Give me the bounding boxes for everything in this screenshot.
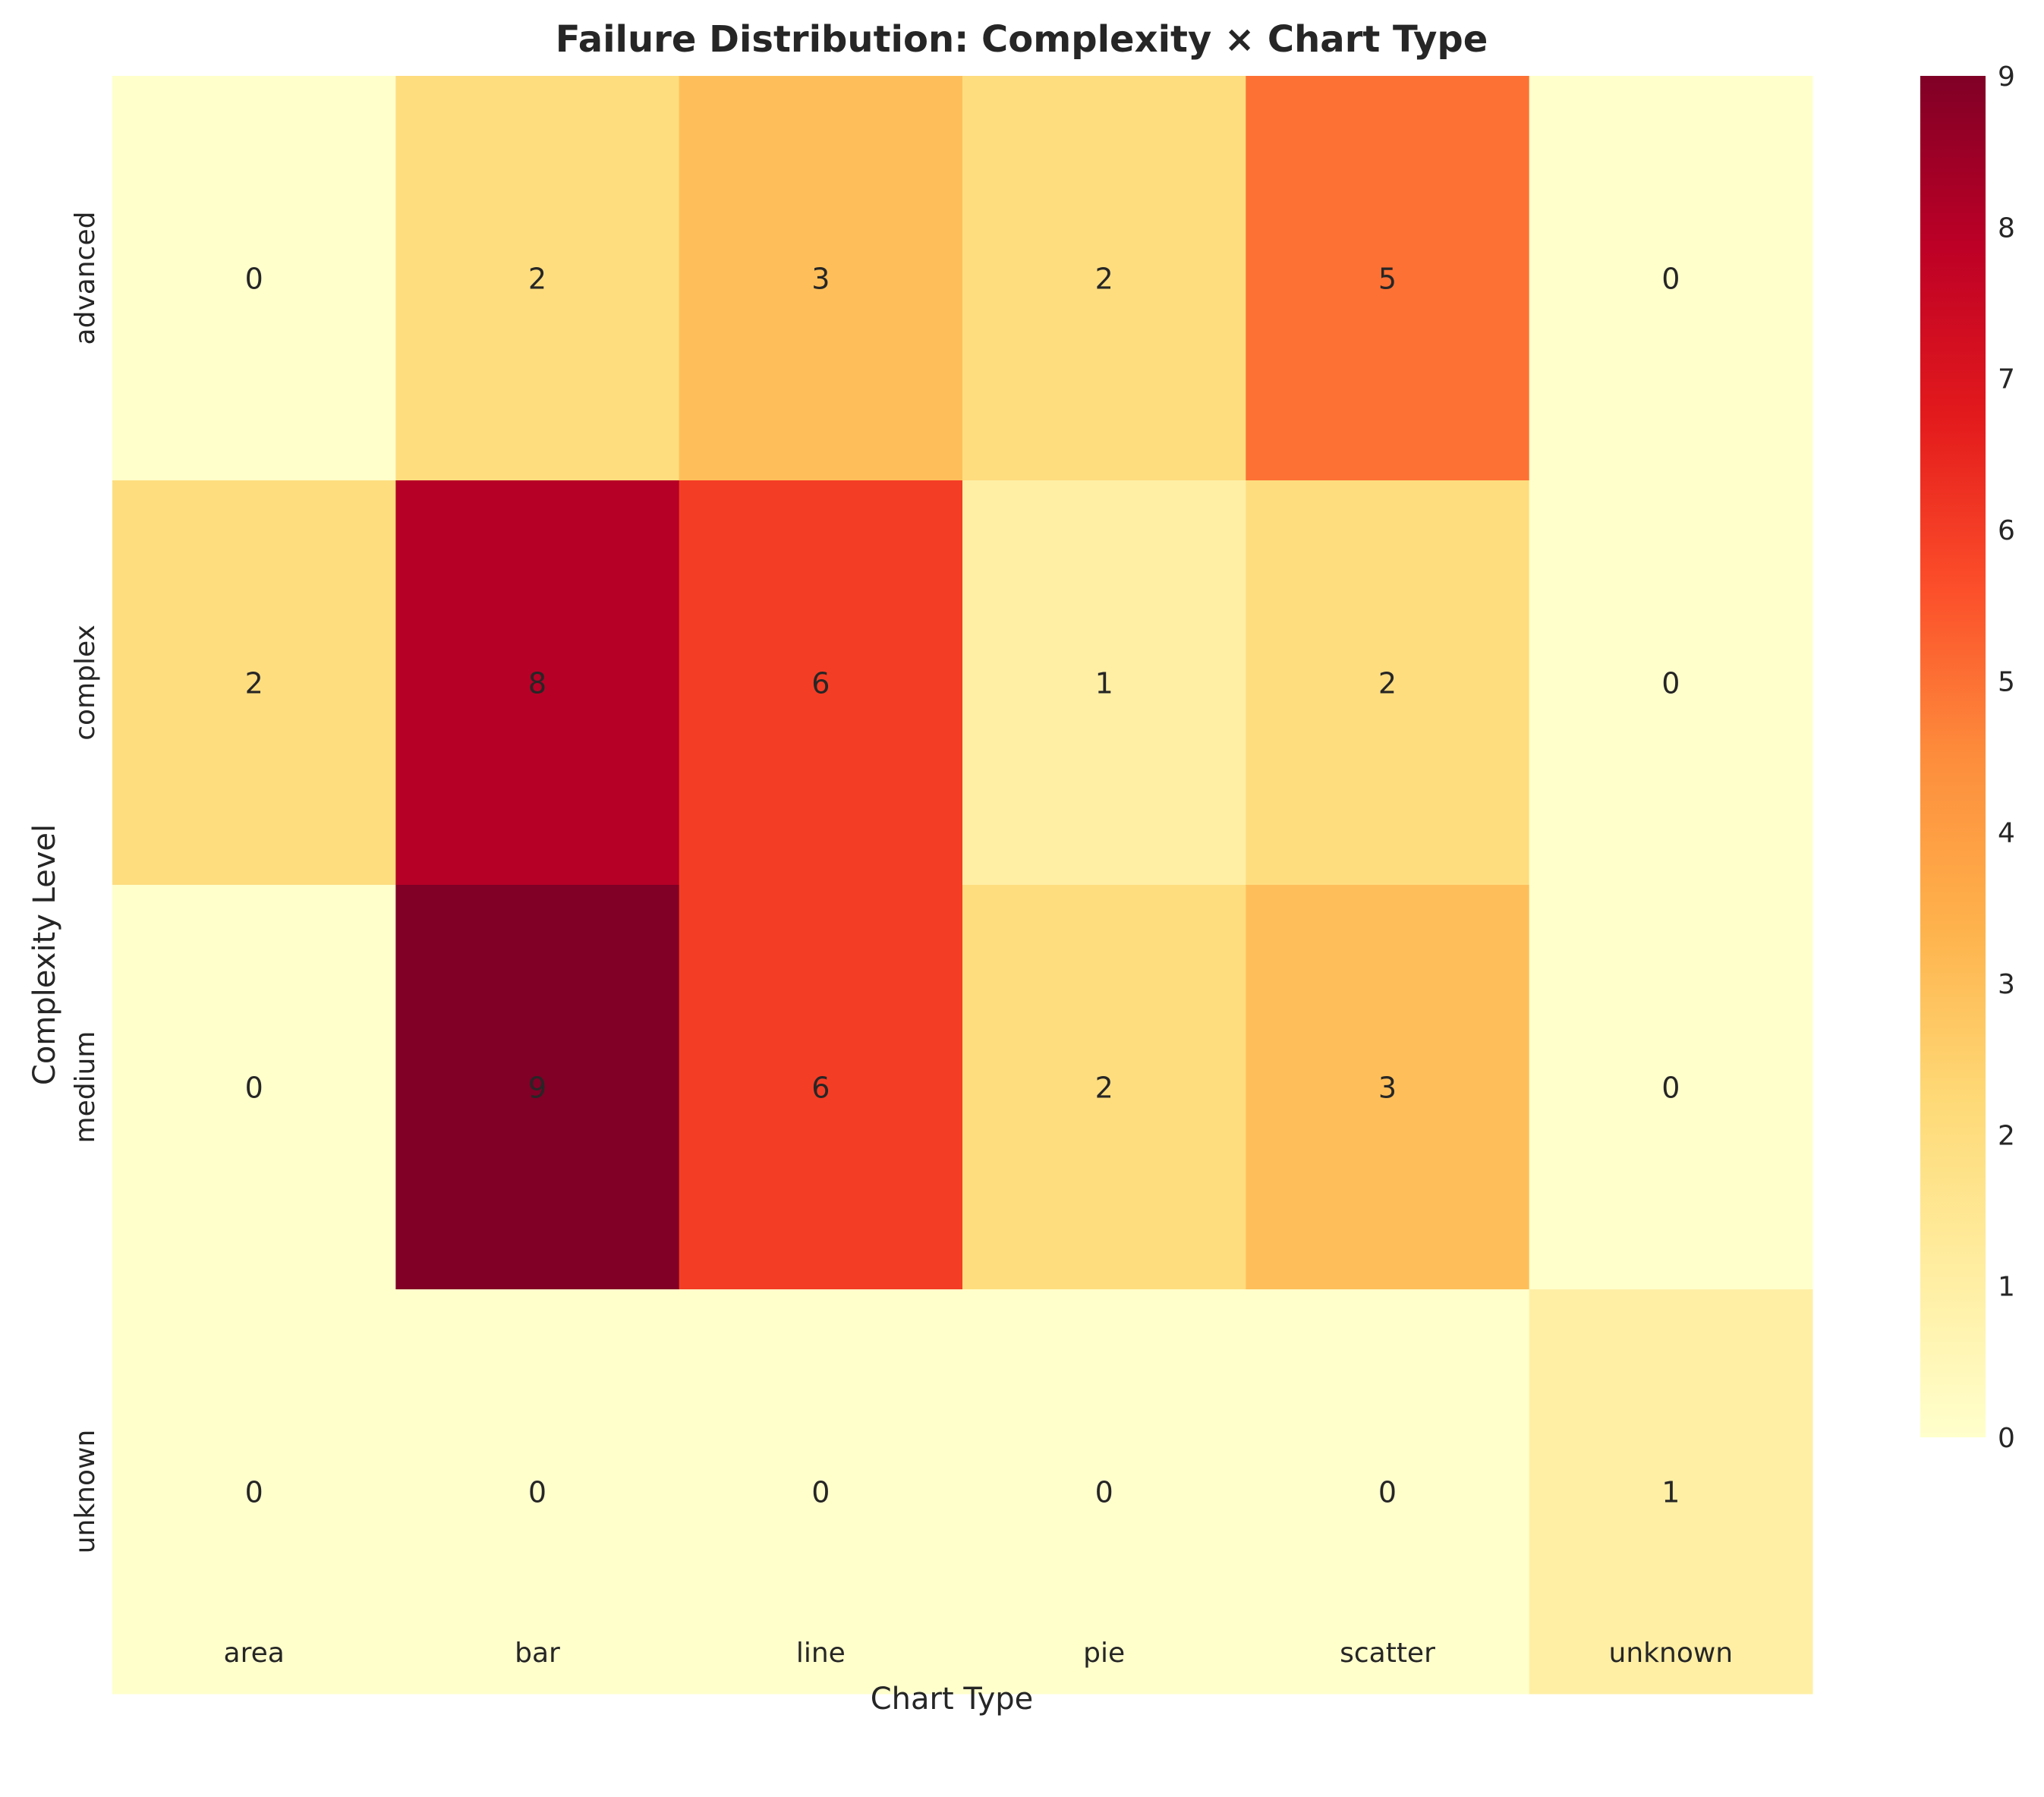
cell-value-label: 9 [528, 1072, 546, 1105]
colorbar-tick-label: 1 [1998, 1272, 2015, 1303]
heatmap-cell [395, 76, 680, 481]
heatmap-cell [395, 885, 680, 1290]
cell-value-label: 0 [528, 1476, 546, 1509]
cell-value-label: 2 [528, 263, 546, 296]
heatmap-cell [962, 480, 1246, 886]
cell-value-label: 0 [1378, 1476, 1397, 1509]
x-tick-label: unknown [1609, 1638, 1734, 1669]
heatmap-cell [1529, 1289, 1813, 1695]
y-tick-label: unknown [70, 1430, 101, 1554]
cell-value-label: 2 [245, 667, 263, 700]
y-axis-tick-labels: advanced complex medium unknown [70, 212, 101, 1554]
x-tick-label: area [224, 1638, 285, 1669]
x-tick-label: line [796, 1638, 846, 1669]
heatmap-cell [112, 480, 396, 886]
cell-value-label: 3 [1378, 1072, 1397, 1105]
colorbar-tick-label: 2 [1998, 1120, 2015, 1151]
heatmap-cell [1529, 885, 1813, 1290]
cell-value-label: 0 [245, 263, 263, 296]
colorbar-tick-labels: 0 1 2 3 4 5 6 7 8 9 [1998, 61, 2015, 1454]
colorbar [1920, 76, 1986, 1437]
cell-value-label: 1 [1661, 1476, 1680, 1509]
x-tick-label: bar [515, 1638, 560, 1669]
cell-value-label: 2 [1095, 1072, 1113, 1105]
heatmap-cell [1529, 76, 1813, 481]
heatmap-cell [962, 885, 1246, 1290]
cell-value-label: 0 [1661, 1072, 1680, 1105]
heatmap-cell [112, 1289, 396, 1695]
y-axis-label: Complexity Level [27, 824, 62, 1085]
colorbar-tick-label: 9 [1998, 61, 2015, 93]
heatmap-cell [112, 885, 396, 1290]
heatmap-cell [1246, 885, 1530, 1290]
y-tick-label: medium [70, 1031, 101, 1144]
cell-value-label: 8 [528, 667, 546, 700]
heatmap-cell [112, 76, 396, 481]
cell-value-label: 0 [1661, 263, 1680, 296]
x-tick-label: scatter [1340, 1638, 1435, 1669]
x-axis-tick-labels: area bar line pie scatter unknown [224, 1638, 1734, 1669]
cell-value-label: 1 [1095, 667, 1113, 700]
cell-value-label: 3 [811, 263, 830, 296]
cell-value-label: 0 [811, 1476, 830, 1509]
colorbar-tick-label: 3 [1998, 969, 2015, 1000]
heatmap-cell [679, 76, 963, 481]
heatmap-cells [112, 76, 1813, 1695]
heatmap-cell-labels: 0 2 3 2 5 0 2 8 6 1 2 0 0 9 6 2 3 0 0 0 0 0 0 1 [245, 263, 1680, 1509]
cell-value-label: 0 [245, 1476, 263, 1509]
heatmap-cell [395, 1289, 680, 1695]
x-tick-label: pie [1083, 1638, 1125, 1669]
heatmap-cell [1246, 480, 1530, 886]
colorbar-tick-label: 0 [1998, 1423, 2015, 1454]
heatmap-cell [1246, 76, 1530, 481]
colorbar-tick-label: 7 [1998, 364, 2015, 395]
colorbar-tick-label: 4 [1998, 818, 2015, 849]
cell-value-label: 5 [1378, 263, 1397, 296]
heatmap-cell [679, 1289, 963, 1695]
heatmap-cell [1529, 480, 1813, 886]
cell-value-label: 6 [811, 1072, 830, 1105]
heatmap-cell [679, 885, 963, 1290]
cell-value-label: 0 [245, 1072, 263, 1105]
heatmap-cell [1246, 1289, 1530, 1695]
y-tick-label: advanced [70, 212, 101, 345]
colorbar-tick-label: 8 [1998, 212, 2015, 244]
heatmap-cell [679, 480, 963, 886]
colorbar-tick-label: 6 [1998, 515, 2015, 546]
cell-value-label: 2 [1378, 667, 1397, 700]
cell-value-label: 0 [1661, 667, 1680, 700]
heatmap-cell [962, 76, 1246, 481]
heatmap-cell [962, 1289, 1246, 1695]
colorbar-tick-label: 5 [1998, 666, 2015, 697]
x-axis-label: Chart Type [871, 1682, 1034, 1717]
cell-value-label: 0 [1095, 1476, 1113, 1509]
y-tick-label: complex [70, 625, 101, 741]
cell-value-label: 2 [1095, 263, 1113, 296]
chart-title: Failure Distribution: Complexity × Chart… [556, 18, 1488, 61]
cell-value-label: 6 [811, 667, 830, 700]
heatmap-cell [395, 480, 680, 886]
